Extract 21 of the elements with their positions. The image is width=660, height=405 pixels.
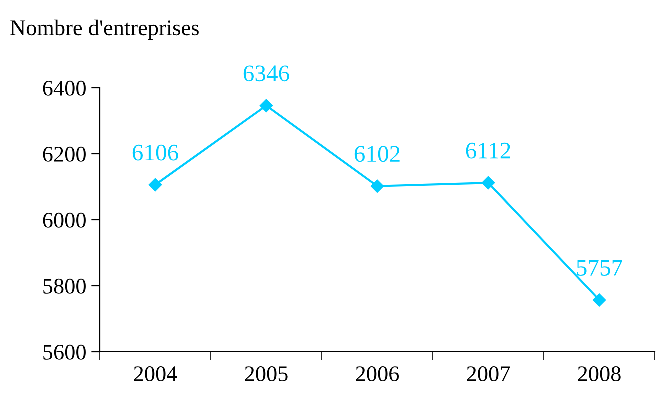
x-tick-label: 2005 (245, 366, 288, 382)
data-label: 6346 (244, 66, 290, 82)
y-tick-label: 5600 (44, 344, 86, 360)
point (592, 294, 606, 307)
data-label: 5757 (577, 260, 622, 276)
data-label: 6102 (354, 146, 400, 162)
y-tick-label: 6000 (43, 212, 86, 228)
x-tick-label: 2006 (356, 366, 400, 382)
y-tick-label: 6200 (43, 146, 86, 162)
point (148, 178, 162, 192)
x-tick-label: 2007 (467, 366, 510, 382)
y-axis-title: Nombre d'entreprises (10, 20, 199, 40)
x-tick-label: 2008 (578, 366, 621, 382)
y-tick-label: 5800 (44, 278, 86, 294)
data-label: 6112 (466, 142, 510, 159)
point (260, 99, 274, 112)
point (482, 176, 496, 190)
x-tick-label: 2004 (134, 366, 178, 382)
y-tick-label: 6400 (43, 80, 86, 96)
data-label: 6106 (132, 144, 178, 161)
point (370, 180, 384, 193)
